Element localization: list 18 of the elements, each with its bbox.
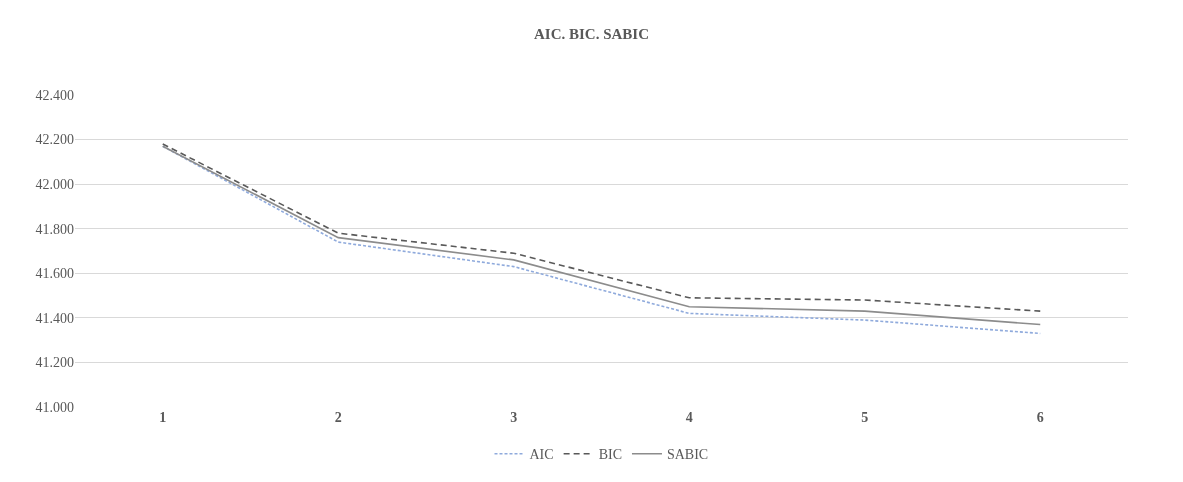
x-tick-label: 1: [159, 410, 167, 425]
y-tick-label: 42.200: [35, 132, 74, 148]
x-tick-label: 2: [334, 410, 342, 425]
legend-label: BIC: [598, 447, 622, 463]
y-tick-label: 41.400: [35, 310, 74, 326]
y-tick-label: 41.600: [35, 266, 74, 282]
y-tick-label: 42.000: [35, 177, 74, 193]
legend-label: AIC: [529, 447, 554, 463]
x-tick-label: 6: [1036, 410, 1044, 425]
y-tick-label: 42.400: [35, 87, 74, 103]
y-tick-label: 41.000: [35, 399, 74, 415]
x-tick-label: 4: [685, 410, 693, 425]
y-tick-label: 41.200: [35, 355, 74, 371]
x-tick-label: 3: [510, 410, 518, 425]
legend-label: SABIC: [666, 447, 709, 463]
chart-title: AIC. BIC. SABIC: [533, 26, 650, 43]
y-tick-label: 41.800: [35, 221, 74, 237]
x-tick-label: 5: [861, 410, 869, 425]
